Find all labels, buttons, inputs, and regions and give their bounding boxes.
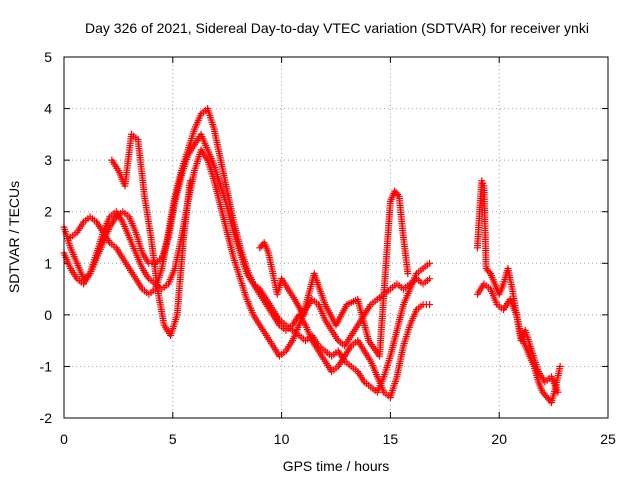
x-tick-label: 0 [60, 431, 68, 447]
axis-ticks: 0 5 10 15 20 25 -2 -1 0 1 2 3 4 5 [40, 49, 616, 447]
x-axis-label: GPS time / hours [283, 458, 390, 474]
y-tick-label: -1 [40, 358, 53, 374]
data-point [556, 362, 564, 370]
y-tick-label: 3 [44, 152, 52, 168]
y-tick-label: 2 [44, 204, 52, 220]
data-points [60, 105, 564, 407]
data-point [554, 388, 562, 396]
data-point [426, 259, 434, 267]
chart-title: Day 326 of 2021, Sidereal Day-to-day VTE… [85, 20, 589, 36]
data-point [485, 268, 493, 276]
data-point [186, 177, 194, 185]
data-point [404, 270, 412, 278]
y-tick-label: 1 [44, 255, 52, 271]
y-tick-label: 5 [44, 49, 52, 65]
y-tick-label: 0 [44, 307, 52, 323]
data-point [394, 191, 402, 199]
x-tick-label: 10 [274, 431, 290, 447]
x-tick-label: 25 [600, 431, 616, 447]
data-point [426, 301, 434, 309]
y-axis-label: SDTVAR / TECUs [6, 181, 22, 293]
x-tick-label: 20 [491, 431, 507, 447]
data-point [426, 275, 434, 283]
y-tick-label: -2 [40, 410, 53, 426]
x-tick-label: 15 [383, 431, 399, 447]
plot-frame [63, 56, 609, 419]
y-tick-label: 4 [44, 101, 52, 117]
x-tick-label: 5 [169, 431, 177, 447]
